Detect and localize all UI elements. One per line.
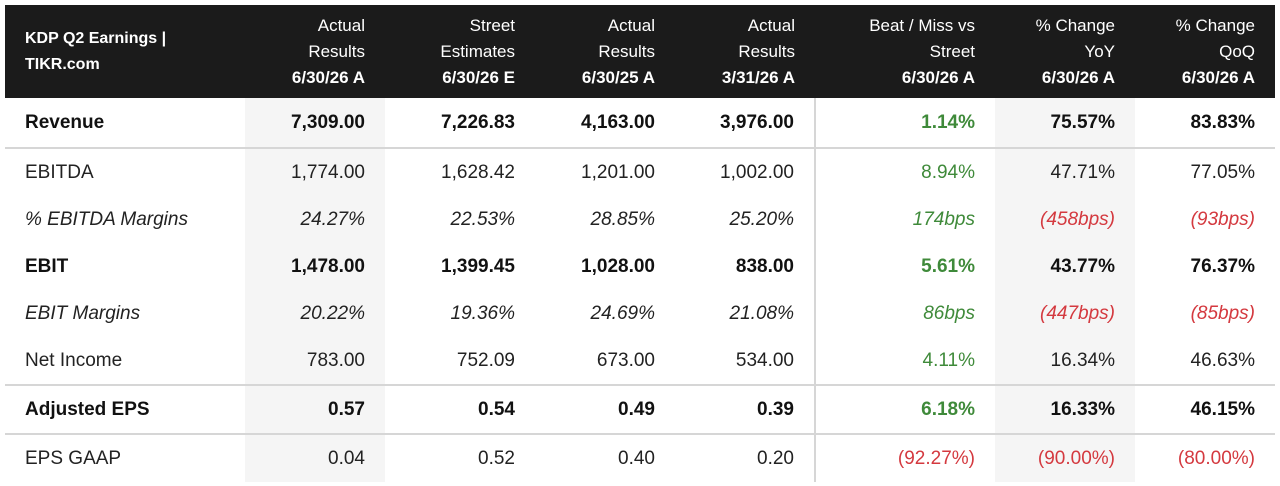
header-row: KDP Q2 Earnings | TIKR.com Actual Result…: [5, 5, 1275, 98]
table-cell: 22.53%: [450, 208, 515, 230]
column-header-street-estimates: Street Estimates 6/30/26 E: [440, 15, 515, 87]
table-cell: 76.37%: [1190, 255, 1255, 277]
table-cell: 19.36%: [450, 302, 515, 324]
table-cell: 24.69%: [590, 302, 655, 324]
table-cell: (80.00%): [1135, 433, 1275, 482]
table-cell: 16.33%: [995, 384, 1135, 434]
table-row-revenue: Revenue 7,309.00 7,226.83 4,163.00 3,976…: [5, 98, 1275, 148]
table-cell: 8.94%: [814, 147, 995, 196]
table-row-net-income: Net Income 783.00 752.09 673.00 534.00 4…: [5, 337, 1275, 385]
row-label: EBITDA: [5, 147, 245, 196]
row-label: Adjusted EPS: [5, 384, 245, 434]
row-label: Revenue: [25, 111, 105, 133]
table-cell: (90.00%): [995, 433, 1135, 482]
table-cell: 86bps: [814, 290, 995, 337]
table-cell: 21.08%: [729, 302, 794, 324]
table-cell: 0.39: [675, 384, 815, 434]
table-cell: 20.22%: [245, 290, 385, 337]
earnings-table-container: KDP Q2 Earnings | TIKR.com Actual Result…: [5, 5, 1275, 482]
table-cell: 47.71%: [995, 147, 1135, 196]
table-cell: (92.27%): [814, 433, 995, 482]
table-title: KDP Q2 Earnings | TIKR.com: [25, 29, 167, 73]
table-cell: 46.63%: [1190, 349, 1255, 371]
row-label: Net Income: [25, 349, 123, 371]
table-cell: 0.52: [385, 433, 535, 482]
table-cell: 6.18%: [814, 384, 995, 434]
table-cell: 25.20%: [729, 208, 794, 230]
table-cell: 28.85%: [590, 208, 655, 230]
column-header-actual-q2-25: Actual Results 6/30/25 A: [581, 15, 655, 87]
column-header-actual-q1-26: Actual Results 3/31/26 A: [721, 15, 795, 87]
table-row-ebit: EBIT 1,478.00 1,399.45 1,028.00 838.00 5…: [5, 243, 1275, 290]
table-cell: 0.40: [535, 433, 675, 482]
table-cell: 174bps: [814, 196, 995, 243]
table-row-ebitda-margins: % EBITDA Margins 24.27% 22.53% 28.85% 25…: [5, 196, 1275, 243]
table-cell: 673.00: [596, 349, 655, 371]
table-cell: 0.04: [245, 433, 385, 482]
column-header-change-yoy: % Change YoY 6/30/26 A: [1035, 15, 1115, 87]
table-row-ebit-margins: EBIT Margins 20.22% 19.36% 24.69% 21.08%…: [5, 290, 1275, 337]
table-cell: 0.20: [675, 433, 815, 482]
row-label: EPS GAAP: [5, 433, 245, 482]
row-label: EBIT: [25, 255, 69, 277]
table-cell: (458bps): [995, 196, 1135, 243]
table-cell: 46.15%: [1135, 384, 1275, 434]
table-cell: 16.34%: [995, 337, 1135, 385]
table-cell: 77.05%: [1135, 147, 1275, 196]
table-cell: (447bps): [995, 290, 1135, 337]
column-header-change-qoq: % Change QoQ 6/30/26 A: [1175, 15, 1255, 87]
table-cell: 1.14%: [814, 98, 995, 148]
table-cell: 1,399.45: [441, 255, 515, 277]
table-cell: 1,478.00: [245, 243, 385, 290]
column-header-beat-miss: Beat / Miss vs Street 6/30/26 A: [869, 15, 975, 87]
row-label: % EBITDA Margins: [25, 208, 188, 230]
table-cell: 534.00: [735, 349, 794, 371]
table-cell: (93bps): [1190, 208, 1255, 230]
table-cell: 1,201.00: [535, 147, 675, 196]
table-cell: 752.09: [456, 349, 515, 371]
table-cell: 4,163.00: [581, 111, 655, 133]
column-header-actual-q2-26: Actual Results 6/30/26 A: [291, 15, 365, 87]
table-cell: 43.77%: [995, 243, 1135, 290]
table-cell: 1,002.00: [675, 147, 815, 196]
earnings-table: KDP Q2 Earnings | TIKR.com Actual Result…: [5, 5, 1275, 482]
table-cell: 1,774.00: [245, 147, 385, 196]
table-cell: 0.49: [535, 384, 675, 434]
table-cell: 75.57%: [995, 98, 1135, 148]
table-cell: 783.00: [245, 337, 385, 385]
table-cell: 0.57: [245, 384, 385, 434]
table-cell: 1,628.42: [385, 147, 535, 196]
table-cell: 83.83%: [1190, 111, 1255, 133]
table-cell: 7,226.83: [441, 111, 515, 133]
table-cell: 4.11%: [814, 337, 995, 385]
table-cell: 7,309.00: [245, 98, 385, 148]
table-row-eps-gaap: EPS GAAP 0.04 0.52 0.40 0.20 (92.27%) (9…: [5, 433, 1275, 482]
table-row-ebitda: EBITDA 1,774.00 1,628.42 1,201.00 1,002.…: [5, 147, 1275, 196]
table-cell: 5.61%: [814, 243, 995, 290]
table-cell: 24.27%: [245, 196, 385, 243]
table-cell: 0.54: [385, 384, 535, 434]
table-row-adjusted-eps: Adjusted EPS 0.57 0.54 0.49 0.39 6.18% 1…: [5, 384, 1275, 434]
table-cell: 838.00: [735, 255, 794, 277]
row-label: EBIT Margins: [25, 302, 141, 324]
table-cell: (85bps): [1190, 302, 1255, 324]
table-cell: 3,976.00: [720, 111, 794, 133]
table-cell: 1,028.00: [581, 255, 655, 277]
